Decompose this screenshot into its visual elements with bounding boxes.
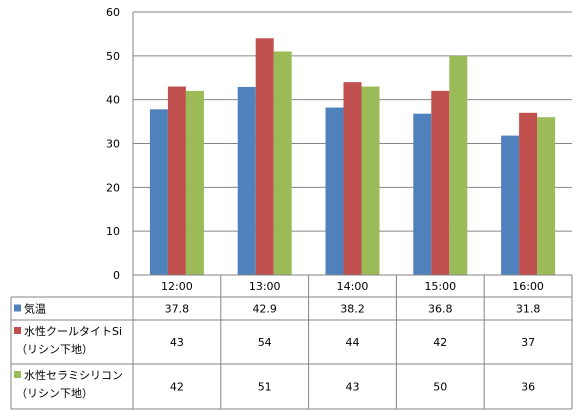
table-value: 31.8 (516, 303, 541, 316)
bar (255, 38, 274, 275)
bar (413, 113, 432, 276)
table-value: 36 (521, 381, 535, 394)
y-tick-label: 40 (106, 94, 120, 107)
series-name: 気温 (24, 302, 46, 316)
y-tick-label: 60 (106, 6, 120, 19)
table-value: 42 (170, 381, 184, 394)
bar (343, 82, 362, 275)
table-value: 51 (258, 381, 272, 394)
bar (167, 86, 186, 276)
series-name-line2: （リシン下地） (16, 343, 93, 356)
table-value: 43 (170, 336, 184, 349)
table-value: 54 (258, 336, 272, 349)
table-value: 43 (346, 381, 360, 394)
bar (185, 90, 204, 276)
table-value: 50 (433, 381, 447, 394)
y-tick-label: 20 (106, 181, 120, 194)
bar (501, 135, 520, 275)
bar (431, 90, 450, 276)
table-value: 37 (521, 336, 535, 349)
legend-swatch (14, 327, 21, 334)
table-value: 38.2 (340, 303, 365, 316)
bar (361, 86, 380, 276)
x-tick-label: 16:00 (512, 280, 544, 293)
table-value: 42 (433, 336, 447, 349)
legend-swatch (14, 304, 21, 312)
bar (325, 107, 344, 275)
y-tick-label: 10 (106, 225, 120, 238)
x-tick-label: 12:00 (161, 280, 193, 293)
series-name-line2: （リシン下地） (16, 387, 93, 400)
bar (149, 109, 168, 275)
series-name: 水性クールタイトSi (24, 324, 122, 338)
x-tick-label: 15:00 (424, 280, 456, 293)
bar (449, 55, 468, 276)
table-value: 44 (346, 336, 360, 349)
table-value: 42.9 (252, 303, 277, 316)
x-tick-label: 14:00 (337, 280, 369, 293)
table-value: 37.8 (165, 303, 190, 316)
y-tick-label: 30 (106, 138, 120, 151)
table-value: 36.8 (428, 303, 453, 316)
bar (537, 117, 556, 275)
series-name: 水性セラミシリコン (24, 368, 123, 382)
bar (519, 112, 538, 275)
y-tick-label: 50 (106, 50, 120, 63)
x-tick-label: 13:00 (249, 280, 281, 293)
bar (237, 86, 256, 275)
bar (273, 51, 292, 276)
legend-swatch (14, 371, 21, 378)
y-tick-label: 0 (113, 269, 120, 282)
